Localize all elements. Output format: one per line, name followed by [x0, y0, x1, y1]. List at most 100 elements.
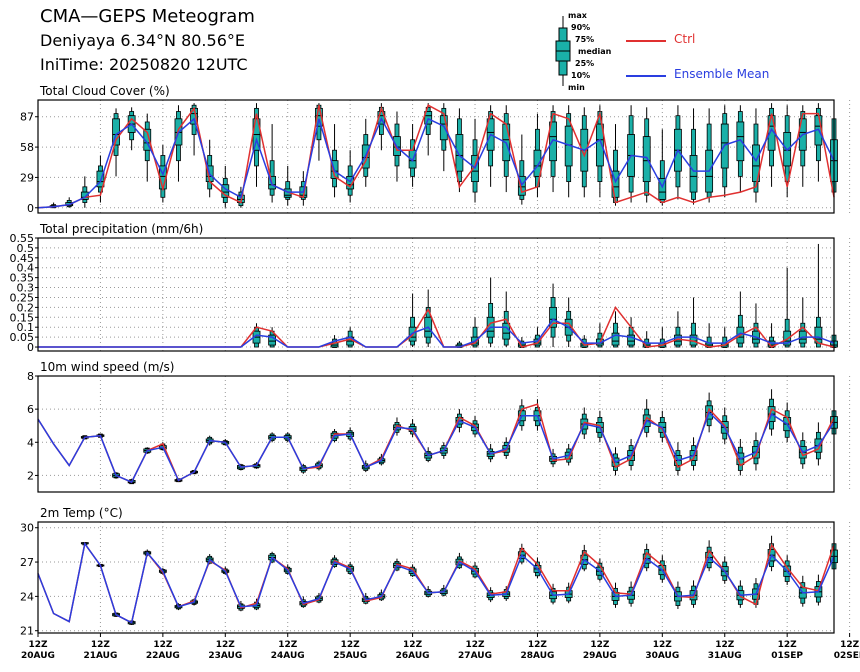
y-tick-label: 0.5: [17, 242, 35, 255]
legend-ctrl-label: Ctrl: [674, 32, 696, 46]
box-lower-tail: [269, 188, 275, 196]
y-tick-label: 0.15: [10, 311, 35, 324]
x-tick-date: 01SEP: [771, 651, 803, 661]
box-upper-tail: [144, 121, 150, 130]
box-upper-tail: [488, 303, 494, 318]
x-tick-date: 28AUG: [520, 651, 554, 661]
y-tick-label: 0: [27, 202, 34, 215]
box-iqr: [502, 322, 511, 340]
box-lower-tail: [550, 326, 556, 338]
x-tick-date: 26AUG: [396, 651, 430, 661]
x-tick-date: 29AUG: [583, 651, 617, 661]
box-lower-tail: [503, 451, 509, 456]
x-tick-hour: 12Z: [91, 640, 111, 650]
box-iqr: [689, 155, 698, 193]
legend-boxplot-icon: [555, 16, 571, 86]
box-lower-tail: [488, 149, 494, 167]
x-tick-date: 02SEP: [834, 651, 860, 661]
box-lower-tail: [722, 167, 728, 188]
meteogram-header: CMA—GEPS Meteogram Deniyaya 6.34°N 80.56…: [0, 0, 860, 100]
box-upper-tail: [784, 318, 790, 332]
box-lower-tail: [254, 342, 259, 348]
panel-frame: [37, 99, 835, 214]
box-lower-tail: [769, 560, 774, 568]
box-iqr: [96, 170, 105, 188]
box-upper-tail: [113, 113, 119, 120]
box-upper-tail: [737, 314, 743, 328]
box-upper-tail: [753, 123, 759, 146]
box-lower-tail: [566, 165, 572, 183]
box-lower-tail: [550, 160, 556, 177]
box-upper-tail: [394, 123, 400, 138]
legend-p75-label: 75%: [575, 35, 595, 44]
box-upper-tail: [410, 316, 415, 328]
box-lower-tail: [425, 336, 431, 344]
y-tick-label: 30: [20, 522, 34, 535]
y-tick-label: 0.2: [17, 301, 35, 314]
box-lower-tail: [222, 196, 228, 203]
box-lower-tail: [519, 194, 525, 200]
y-tick-label: 0.35: [10, 272, 35, 285]
panel-precip: Total precipitation (mm/6h)00.050.10.150…: [10, 222, 851, 354]
box-lower-tail: [129, 132, 135, 141]
y-tick-label: 58: [20, 141, 34, 154]
box-lower-tail: [737, 160, 743, 177]
box-iqr: [611, 332, 620, 346]
box-lower-tail: [691, 460, 696, 466]
box-lower-tail: [628, 460, 634, 466]
box-upper-tail: [784, 115, 790, 133]
box-iqr: [346, 175, 355, 190]
box-upper-tail: [472, 326, 478, 338]
legend-mean-line: [626, 75, 666, 77]
box-lower-tail: [394, 155, 400, 167]
panel-title-precip: Total precipitation (mm/6h): [39, 222, 203, 236]
mean-series-line: [37, 411, 835, 484]
y-tick-label: 0.45: [10, 252, 35, 265]
x-tick-hour: 12Z: [216, 640, 236, 650]
panel-title-temp: 2m Temp (°C): [40, 506, 123, 520]
x-tick-hour: 12Z: [465, 640, 485, 650]
box-upper-tail: [613, 322, 618, 334]
y-tick-label: 0.1: [17, 321, 35, 334]
panel-title-wind: 10m wind speed (m/s): [40, 360, 174, 374]
x-tick-date: 25AUG: [333, 651, 367, 661]
box-upper-tail: [722, 561, 728, 568]
box-lower-tail: [628, 175, 634, 193]
box-lower-tail: [347, 188, 353, 196]
box-upper-tail: [815, 316, 821, 328]
legend-p10-label: 10%: [571, 71, 591, 80]
box-iqr: [642, 136, 651, 183]
box-lower-tail: [628, 598, 634, 604]
box-upper-tail: [207, 155, 213, 167]
box-upper-tail: [566, 310, 572, 320]
box-lower-tail: [706, 418, 712, 427]
y-tick-label: 21: [20, 625, 34, 638]
y-tick-label: 0: [27, 341, 34, 354]
legend-mean-label: Ensemble Mean: [674, 67, 770, 81]
box-upper-tail: [706, 400, 712, 407]
box-upper-tail: [753, 583, 759, 590]
box-upper-tail: [815, 431, 821, 440]
box-lower-tail: [769, 149, 774, 167]
box-lower-tail: [800, 149, 806, 167]
y-tick-label: 2: [27, 469, 34, 482]
box-lower-tail: [425, 123, 431, 135]
box-upper-tail: [769, 336, 774, 342]
box-iqr: [80, 191, 89, 200]
x-tick-date: 24AUG: [271, 651, 305, 661]
box-upper-tail: [675, 586, 681, 593]
box-lower-tail: [519, 420, 525, 427]
y-tick-label: 4: [27, 436, 34, 449]
box-lower-tail: [503, 338, 509, 346]
box-upper-tail: [347, 330, 353, 338]
box-upper-tail: [457, 118, 462, 135]
box-upper-tail: [472, 420, 478, 425]
ctrl-series-line: [37, 104, 835, 209]
x-tick-date: 22AUG: [146, 651, 180, 661]
box-lower-tail: [659, 574, 665, 580]
box-lower-tail: [800, 597, 806, 604]
box-upper-tail: [269, 160, 275, 177]
box-lower-tail: [488, 336, 494, 344]
x-tick-date: 20AUG: [21, 651, 55, 661]
box-lower-tail: [410, 340, 415, 346]
